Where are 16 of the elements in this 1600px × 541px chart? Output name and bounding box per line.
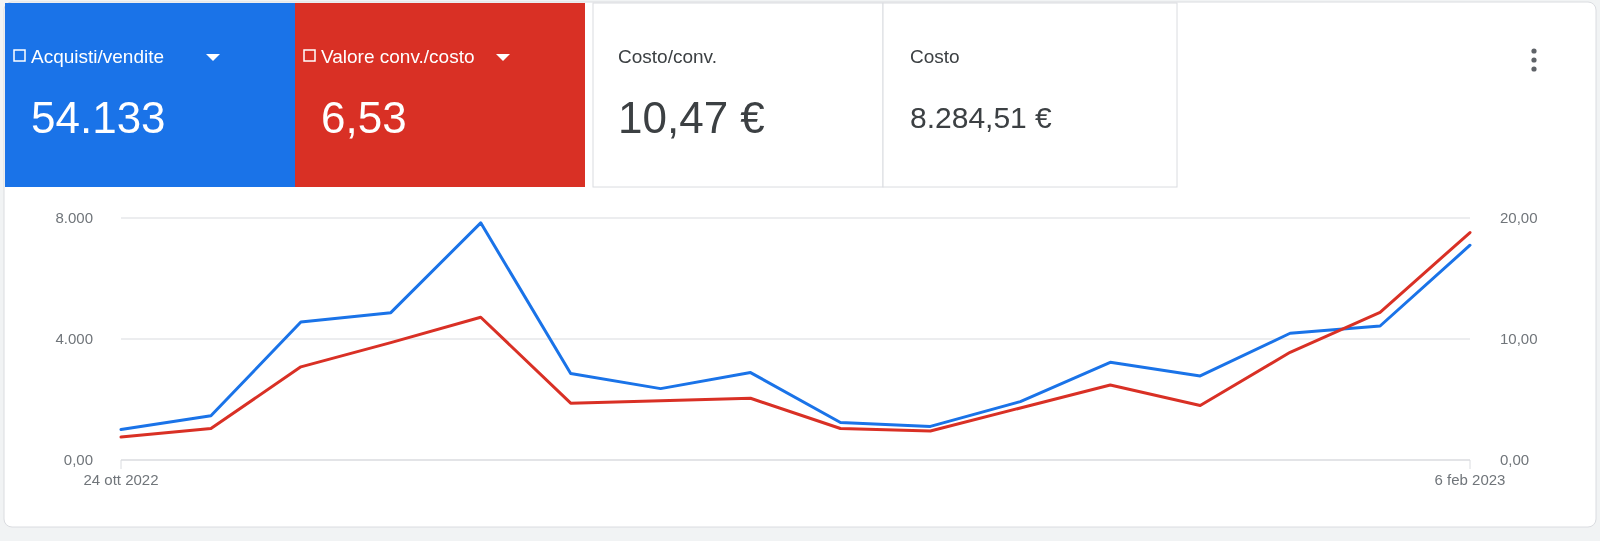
- x-tick-label: 6 feb 2023: [1434, 471, 1506, 488]
- y-tick-label: 8.000: [55, 209, 93, 227]
- text: 8.284,51 €: [910, 101, 1053, 134]
- x-tick-label: 24 ott 2022: [83, 471, 159, 488]
- y-tick-label: 0,00: [63, 451, 93, 469]
- text: Costo: [910, 46, 960, 67]
- legend-label: Acquisti/vendite: [31, 46, 165, 67]
- text: 6,53: [321, 93, 407, 142]
- y2-tick-label: 0,00: [1500, 451, 1530, 469]
- legend-label: Valore conv./costo: [321, 46, 475, 67]
- y-tick-label: 4.000: [55, 330, 93, 348]
- text: 10,47 €: [618, 93, 765, 142]
- y2-tick-label: 20,00: [1500, 209, 1538, 227]
- text: Costo/conv.: [618, 46, 717, 67]
- y2-tick-label: 10,00: [1500, 330, 1538, 348]
- text: 54.133: [31, 93, 166, 142]
